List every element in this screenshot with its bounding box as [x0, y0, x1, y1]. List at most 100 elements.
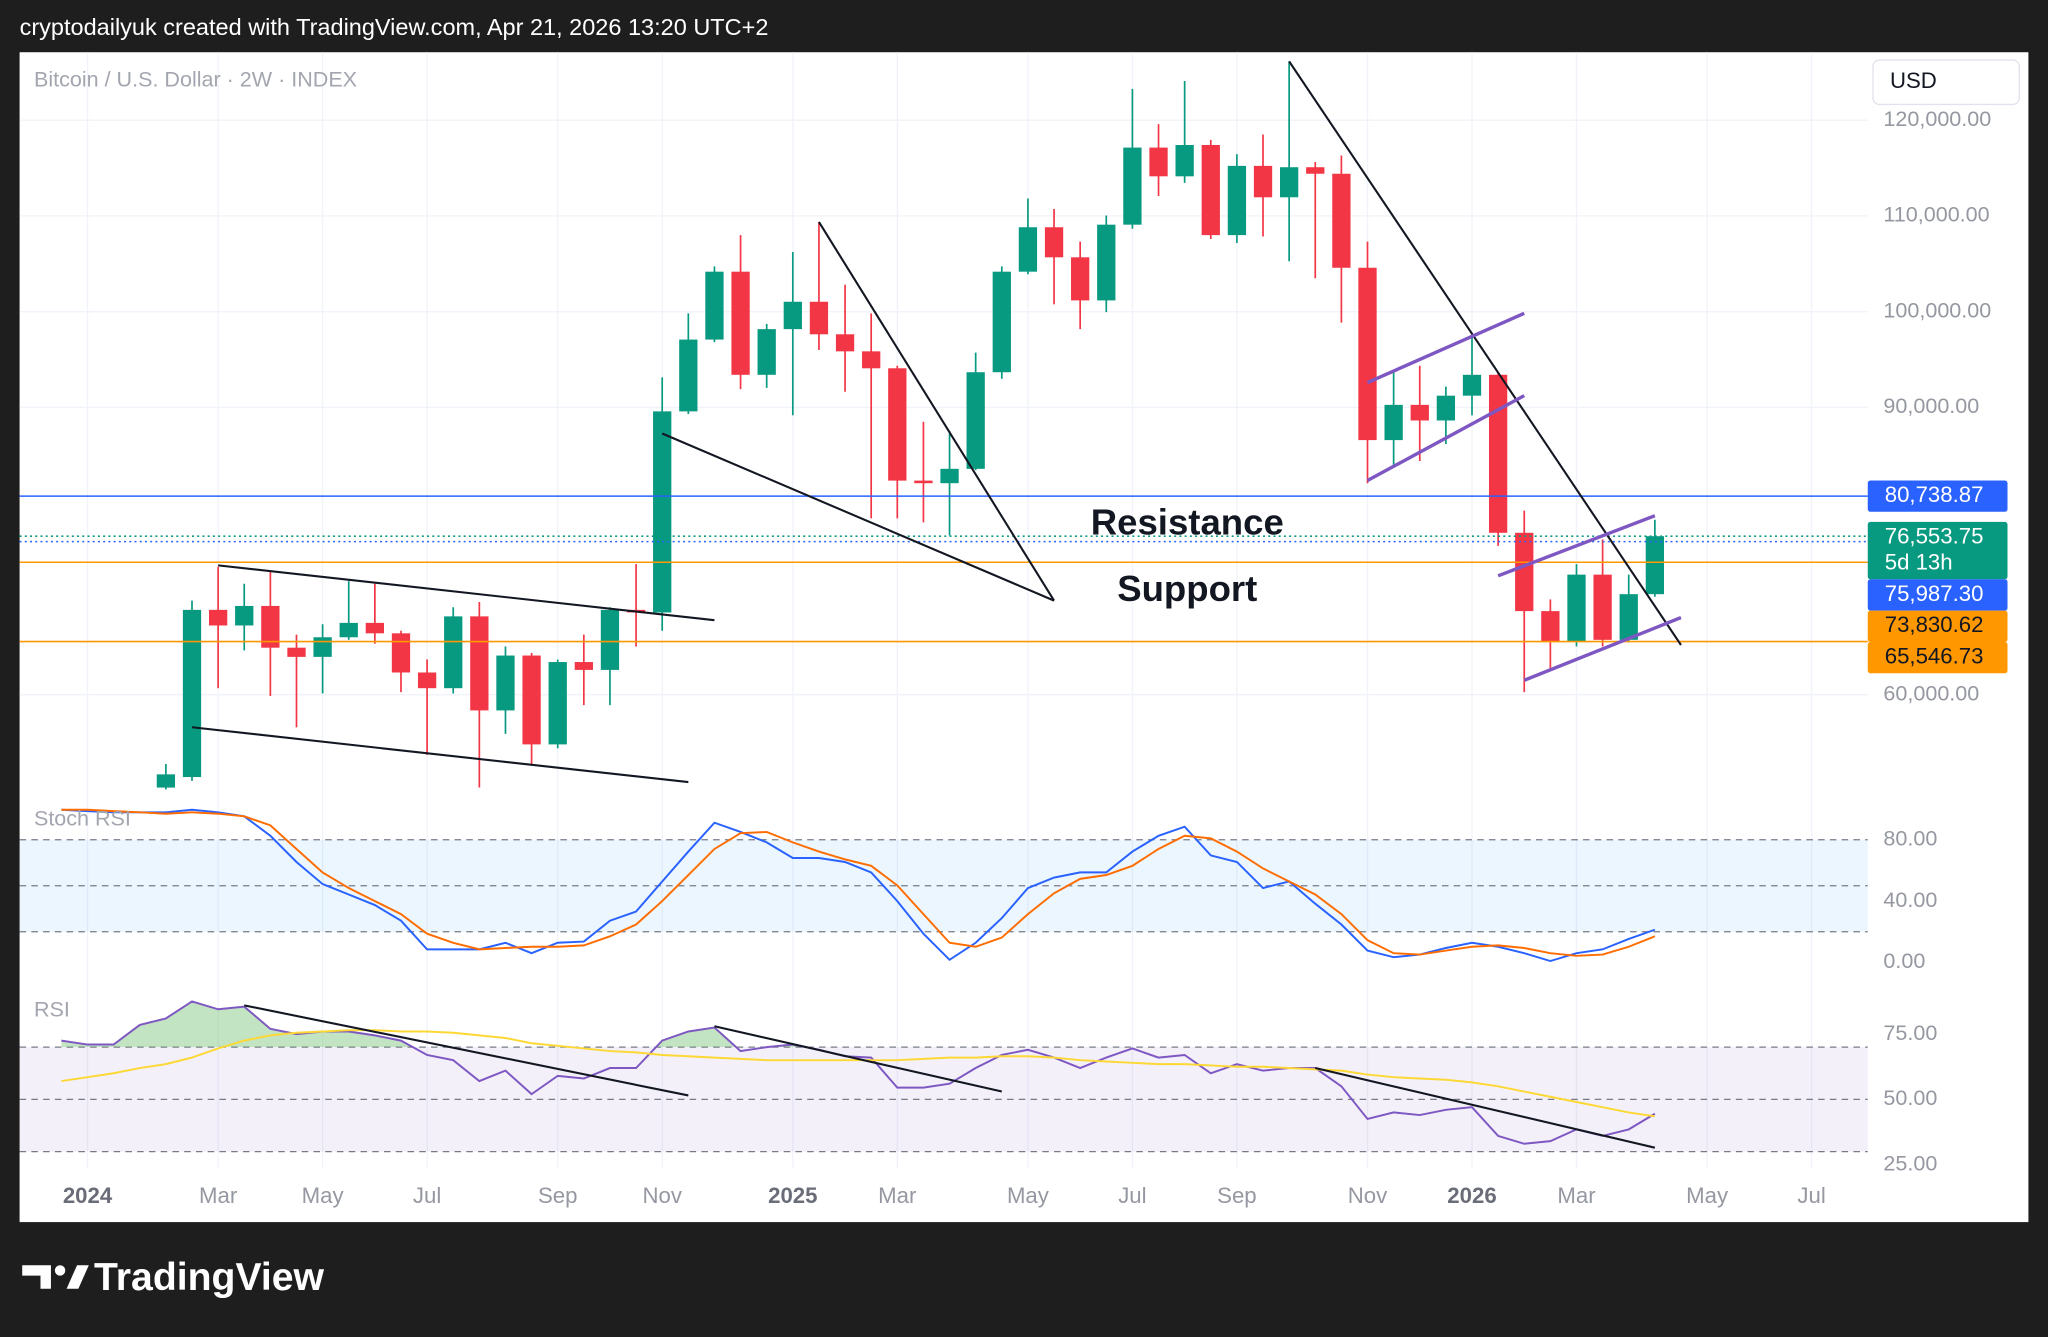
price-label: 80,738.87 [1885, 482, 1984, 507]
x-tick-label: May [1007, 1183, 1050, 1208]
panel-title: RSI [34, 997, 70, 1021]
candle-body [1201, 145, 1220, 236]
candle-body [574, 662, 593, 670]
indicator-line [61, 808, 1656, 957]
x-tick-label: 2026 [1447, 1183, 1496, 1208]
annotation: Support [1117, 568, 1257, 609]
panel-title: Stoch RSI [34, 807, 131, 831]
candle-body [548, 662, 567, 745]
candle-body [731, 271, 750, 375]
candle-body [470, 616, 489, 711]
candle-body [156, 774, 176, 788]
logo-icon [54, 1265, 66, 1276]
y-tick-label: 120,000.00 [1883, 107, 1991, 131]
candle-body [1645, 536, 1664, 595]
candle-body [1097, 224, 1116, 301]
channel-line [1366, 311, 1525, 385]
candle-body [1358, 267, 1377, 441]
candle-body [600, 609, 620, 670]
x-tick-label: 2024 [63, 1183, 113, 1208]
divergence-line [714, 1025, 1003, 1093]
price-label-box [1867, 641, 2008, 674]
logo-icon [22, 1265, 51, 1289]
candle-body [653, 411, 672, 613]
x-tick-label: May [302, 1183, 345, 1208]
candle-body [1593, 574, 1612, 640]
candle-body [966, 372, 985, 469]
candle-body [1280, 167, 1299, 198]
x-tick-label: May [1686, 1183, 1729, 1208]
candle-body [1227, 165, 1247, 236]
currency-button[interactable] [1872, 59, 2020, 106]
price-label: 75,987.30 [1885, 581, 1984, 606]
candle-body [1123, 147, 1142, 225]
price-label-box [1867, 521, 2008, 580]
band-layer [19, 839, 1868, 1153]
price-label: 65,546.73 [1885, 643, 1984, 668]
y-tick-label: 110,000.00 [1883, 203, 1989, 227]
divergence-line [244, 1004, 689, 1097]
x-tick-label: 2025 [768, 1183, 817, 1208]
y-tick-label: 40.00 [1883, 888, 1937, 912]
candle-body [940, 468, 959, 484]
x-tick-label: Nov [1348, 1183, 1388, 1208]
y-tick-label: 90,000.00 [1883, 394, 1979, 418]
header: cryptodailyuk created with TradingView.c… [20, 14, 769, 40]
y-tick-label: 0.00 [1883, 949, 1925, 973]
candle-body [339, 622, 358, 638]
trend-line [1288, 60, 1682, 646]
candle-body [835, 334, 855, 352]
x-tick-label: Nov [642, 1183, 682, 1208]
y-tick-label: 60,000.00 [1883, 681, 1979, 705]
candle-body [809, 301, 829, 335]
price-label-box [1867, 480, 2008, 512]
symbol-title: Bitcoin / U.S. Dollar · 2W · INDEX [34, 68, 357, 92]
divergence-line [1315, 1067, 1656, 1149]
x-tick-label: Mar [878, 1183, 917, 1208]
level-band [19, 1047, 1868, 1152]
x-tick-label: Jul [413, 1183, 441, 1208]
candle-body [417, 672, 437, 689]
candle-body [862, 351, 881, 369]
candle-body [496, 655, 515, 711]
level-band [19, 839, 1868, 932]
candle-body [444, 616, 463, 689]
candle-body [182, 609, 202, 778]
candle-body [1071, 257, 1090, 301]
currency[interactable]: USD [1890, 68, 1937, 93]
x-tick-label: Mar [1557, 1183, 1596, 1208]
x-tick-label: Jul [1797, 1183, 1825, 1208]
candle-body [391, 633, 411, 673]
brand-name: TradingView [94, 1256, 325, 1299]
drawings: Resistance Support [191, 60, 1682, 1149]
countdown: 5d 13h [1885, 549, 1953, 574]
overbought-fill [61, 1001, 1655, 1048]
candle-body [1384, 404, 1403, 441]
candle-body [1462, 374, 1482, 396]
trend-line [818, 221, 1055, 602]
y-tick-label: 80.00 [1883, 826, 1937, 850]
x-tick-label: Sep [1217, 1183, 1256, 1208]
candle-body [1488, 374, 1508, 533]
candle-body [705, 271, 724, 340]
candle-body [757, 329, 776, 375]
candle-body [1410, 404, 1429, 421]
candle-body [1044, 227, 1064, 258]
candle-body [1515, 532, 1534, 612]
trend-line [191, 726, 689, 784]
candle-body [679, 339, 698, 412]
brand-logo: TradingView [22, 1256, 325, 1299]
trend-line [218, 564, 715, 622]
x-tick-label: Sep [538, 1183, 577, 1208]
annotation: Resistance [1091, 502, 1284, 543]
candle-body [287, 647, 306, 657]
indicator-line [61, 1029, 1656, 1118]
price-label-box [1867, 579, 2008, 611]
price-label-box [1867, 610, 2008, 642]
x-tick-label: Mar [199, 1183, 238, 1208]
candle-body [1567, 574, 1586, 642]
candle-body [914, 480, 933, 484]
candle-body [1541, 611, 1560, 642]
y-tick-label: 50.00 [1883, 1086, 1937, 1110]
candle-body [1175, 145, 1194, 177]
